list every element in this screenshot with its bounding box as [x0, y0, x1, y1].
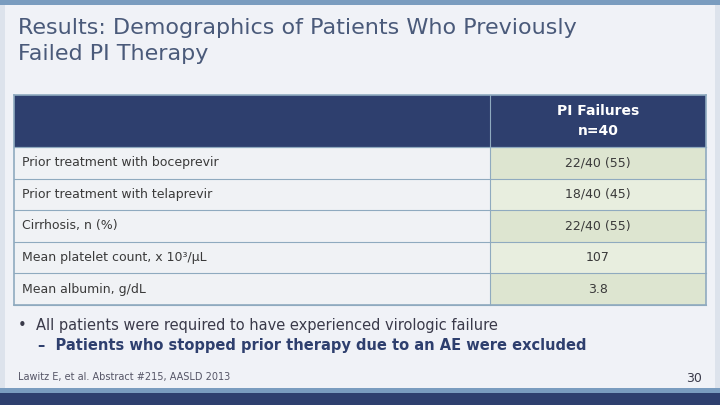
Text: –  Patients who stopped prior therapy due to an AE were excluded: – Patients who stopped prior therapy due… — [38, 338, 587, 353]
Bar — [0, 388, 720, 393]
Bar — [490, 210, 706, 242]
Bar — [490, 242, 706, 273]
Bar — [14, 95, 706, 147]
Bar — [0, 388, 720, 405]
Bar — [0, 0, 720, 5]
Bar — [14, 242, 490, 273]
Bar — [14, 179, 490, 210]
Text: PI Failures
n=40: PI Failures n=40 — [557, 104, 639, 138]
Bar — [490, 179, 706, 210]
Text: 30: 30 — [686, 372, 702, 385]
Text: 22/40 (55): 22/40 (55) — [565, 220, 631, 232]
Text: 107: 107 — [586, 251, 610, 264]
Text: Lawitz E, et al. Abstract #215, AASLD 2013: Lawitz E, et al. Abstract #215, AASLD 20… — [18, 372, 230, 382]
Text: Prior treatment with boceprevir: Prior treatment with boceprevir — [22, 156, 219, 169]
Text: 3.8: 3.8 — [588, 283, 608, 296]
Text: Mean albumin, g/dL: Mean albumin, g/dL — [22, 283, 146, 296]
Bar — [490, 147, 706, 179]
Text: 18/40 (45): 18/40 (45) — [565, 188, 631, 201]
Text: Prior treatment with telaprevir: Prior treatment with telaprevir — [22, 188, 212, 201]
Bar — [490, 273, 706, 305]
Bar — [14, 147, 490, 179]
Text: 22/40 (55): 22/40 (55) — [565, 156, 631, 169]
Text: Mean platelet count, x 10³/μL: Mean platelet count, x 10³/μL — [22, 251, 207, 264]
Text: Results: Demographics of Patients Who Previously
Failed PI Therapy: Results: Demographics of Patients Who Pr… — [18, 18, 577, 64]
Text: Cirrhosis, n (%): Cirrhosis, n (%) — [22, 220, 117, 232]
Bar — [14, 273, 490, 305]
Text: •  All patients were required to have experienced virologic failure: • All patients were required to have exp… — [18, 318, 498, 333]
Bar — [14, 210, 490, 242]
